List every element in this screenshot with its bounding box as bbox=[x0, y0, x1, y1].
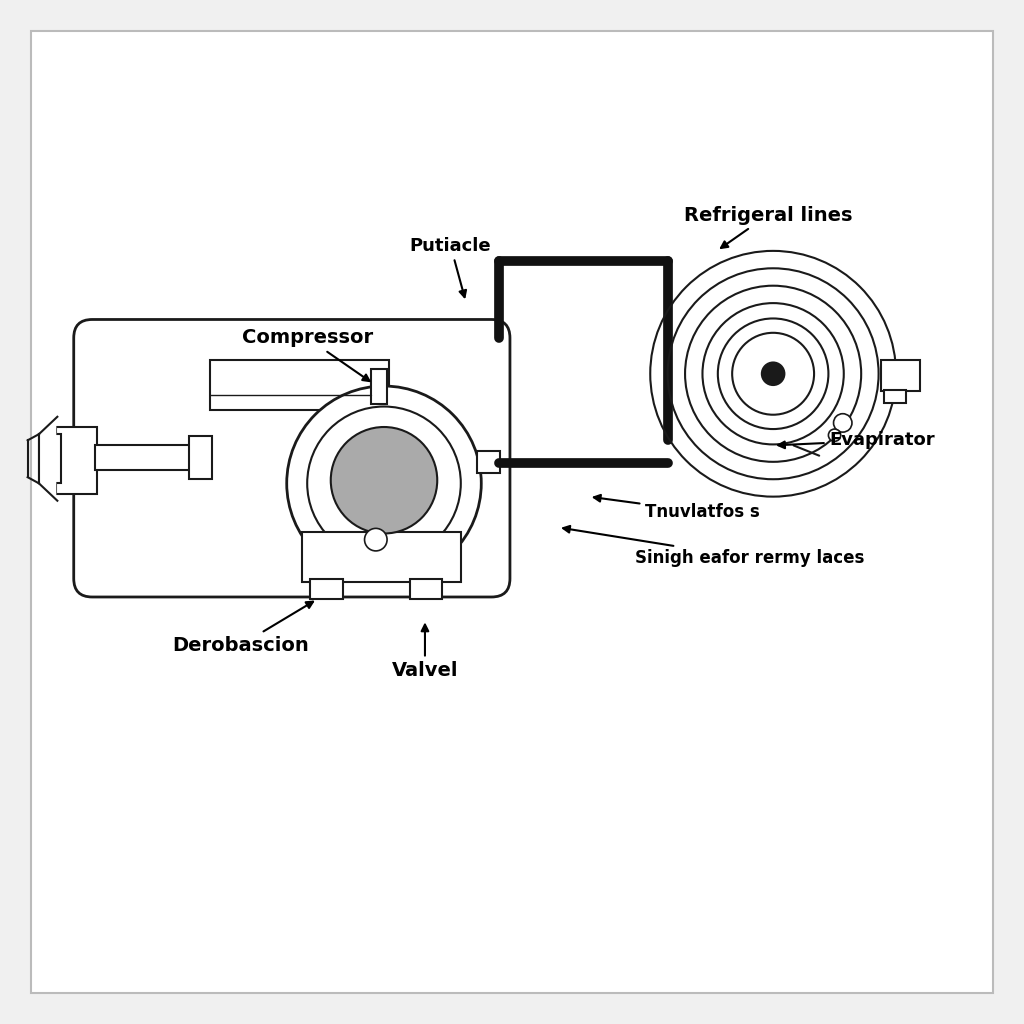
Circle shape bbox=[307, 407, 461, 560]
Circle shape bbox=[834, 414, 852, 432]
Bar bbox=[410, 579, 442, 599]
Bar bbox=[189, 436, 212, 479]
Text: Sinigh eafor rermy laces: Sinigh eafor rermy laces bbox=[563, 526, 864, 567]
Bar bbox=[39, 434, 61, 483]
Text: Compressor: Compressor bbox=[242, 329, 373, 381]
Bar bbox=[210, 360, 389, 410]
Text: Putiacle: Putiacle bbox=[410, 237, 492, 297]
Circle shape bbox=[762, 362, 784, 385]
Circle shape bbox=[365, 528, 387, 551]
Circle shape bbox=[645, 246, 901, 502]
Text: Derobascion: Derobascion bbox=[172, 602, 313, 654]
Circle shape bbox=[287, 386, 481, 581]
Bar bbox=[881, 360, 920, 391]
Bar bbox=[884, 390, 906, 403]
Text: Tnuvlatfos s: Tnuvlatfos s bbox=[594, 495, 760, 521]
Circle shape bbox=[828, 429, 841, 441]
FancyBboxPatch shape bbox=[74, 319, 510, 597]
Text: Refrigeral lines: Refrigeral lines bbox=[684, 206, 852, 248]
Polygon shape bbox=[39, 417, 56, 501]
Bar bbox=[302, 532, 461, 582]
Bar bbox=[95, 445, 193, 470]
Circle shape bbox=[331, 427, 437, 534]
Bar bbox=[477, 451, 500, 473]
Bar bbox=[310, 579, 343, 599]
Bar bbox=[56, 427, 97, 494]
Bar bbox=[371, 369, 387, 404]
Text: Evapirator: Evapirator bbox=[778, 431, 935, 450]
Text: Valvel: Valvel bbox=[392, 625, 458, 680]
